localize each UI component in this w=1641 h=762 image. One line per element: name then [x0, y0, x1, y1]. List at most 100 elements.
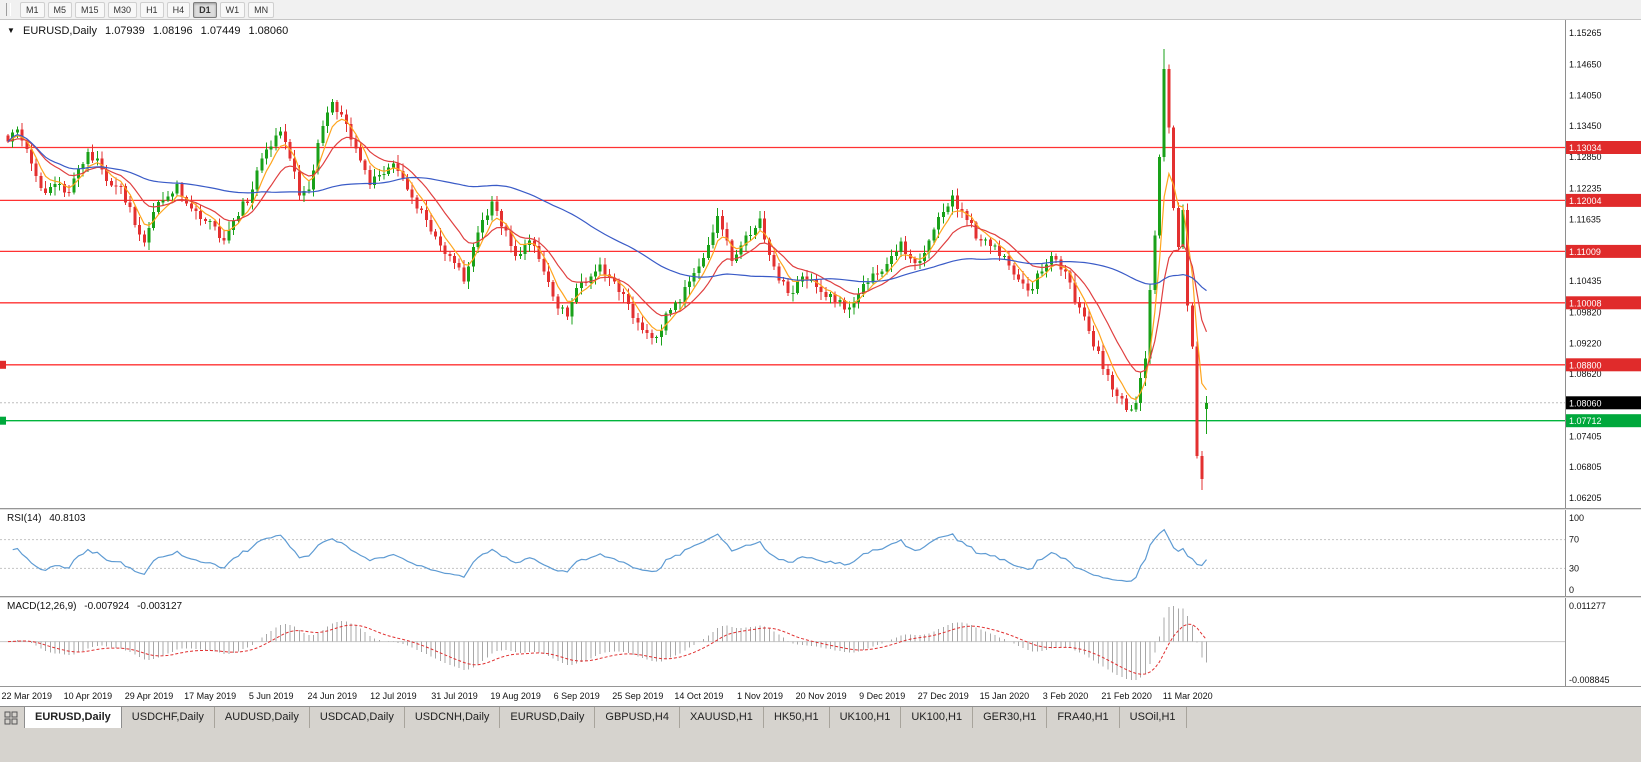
rsi-chart[interactable]: 100 70 30 0 [0, 510, 1641, 596]
date-label: 29 Apr 2019 [124, 691, 174, 701]
date-label: 14 Oct 2019 [674, 691, 724, 701]
chart-tab-fra40-h1-12[interactable]: FRA40,H1 [1047, 707, 1120, 728]
candlestick-chart[interactable]: 1.15265 1.14650 1.14050 1.13450 1.12850 1.122… [0, 20, 1641, 508]
macd-panel[interactable]: MACD(12,26,9) -0.007924 -0.003127 0.0112… [0, 598, 1641, 686]
timeframe-button-MN[interactable]: MN [248, 1, 275, 18]
price-tick: 1.09220 [1569, 338, 1602, 348]
timeframe-button-W1[interactable]: W1 [219, 1, 246, 18]
date-label: 11 Mar 2020 [1162, 691, 1213, 701]
rsi-line [12, 528, 1207, 583]
rsi-header: RSI(14) 40.8103 [7, 513, 90, 524]
price-tick: 1.15265 [1569, 28, 1602, 38]
price-badge[interactable]: 1.08060 [1566, 396, 1641, 410]
price-badge[interactable]: 1.10008 [1566, 296, 1641, 310]
chart-symbol-label: EURUSD,Daily [22, 25, 97, 37]
chart-tab-usdchf-daily-1[interactable]: USDCHF,Daily [121, 707, 215, 728]
price-tick: 1.08620 [1569, 369, 1602, 379]
date-label: 24 Jun 2019 [307, 691, 358, 701]
date-label: 3 Feb 2020 [1042, 691, 1089, 701]
timeframe-buttons: M1 M5 M15 M30 H1 H4 D1 W1 MN [20, 1, 275, 18]
rsi-value: 40.8103 [49, 513, 86, 524]
level-left-marker[interactable] [0, 416, 6, 425]
price-badge[interactable]: 1.12004 [1566, 193, 1641, 207]
timeframe-button-M1[interactable]: M1 [20, 1, 45, 18]
price-tick: 1.14050 [1569, 90, 1602, 100]
timeframe-button-H1[interactable]: H1 [140, 1, 164, 18]
price-tick: 1.13450 [1569, 121, 1602, 131]
chart-tab-eurusd-daily[interactable]: EURUSD,Daily [24, 707, 122, 728]
macd-chart[interactable]: 0.011277 -0.008845 [0, 598, 1641, 686]
timeframe-button-M5[interactable]: M5 [47, 1, 73, 18]
price-tick: 1.12850 [1569, 152, 1602, 162]
price-tick: 1.06205 [1569, 493, 1602, 503]
price-badge[interactable]: 1.11009 [1566, 244, 1641, 258]
date-label: 1 Nov 2019 [736, 691, 784, 701]
price-badge[interactable]: 1.08800 [1566, 358, 1641, 372]
timeframe-button-M15[interactable]: M15 [75, 1, 105, 18]
chart-tab-usoil-h1-13[interactable]: USOil,H1 [1119, 707, 1187, 728]
macd-tick: -0.008845 [1569, 675, 1610, 685]
date-label: 25 Sep 2019 [612, 691, 664, 701]
svg-text:1.08800: 1.08800 [1569, 360, 1602, 370]
time-axis[interactable]: 22 Mar 2019 10 Apr 2019 29 Apr 2019 17 May … [0, 686, 1641, 706]
price-tick: 1.09820 [1569, 308, 1602, 318]
candlesticks [6, 49, 1208, 490]
chart-tab-uk100-h1-9[interactable]: UK100,H1 [829, 707, 902, 728]
timeframe-button-H4[interactable]: H4 [166, 1, 191, 18]
ohlc-low: 1.07449 [200, 25, 241, 37]
macd-main-value: -0.007924 [84, 601, 130, 612]
macd-signal-line [7, 623, 1207, 675]
rsi-panel[interactable]: RSI(14) 40.8103 100 70 30 0 [0, 510, 1641, 596]
rsi-tick: 70 [1569, 535, 1579, 545]
chart-tab-usdcad-daily-3[interactable]: USDCAD,Daily [309, 707, 405, 728]
date-label: 5 Jun 2019 [248, 691, 294, 701]
macd-tick: 0.011277 [1569, 601, 1606, 611]
rsi-tick: 100 [1569, 513, 1584, 523]
chart-tabs: EURUSD,Daily USDCHF,Daily AUDUSD,Daily USDC… [24, 707, 1187, 728]
chart-tab-bar: EURUSD,Daily USDCHF,Daily AUDUSD,Daily USDC… [0, 706, 1641, 762]
date-label: 15 Jan 2020 [979, 691, 1030, 701]
rsi-tick: 30 [1569, 563, 1579, 573]
price-tick: 1.10435 [1569, 276, 1602, 286]
price-tick: 1.07405 [1569, 431, 1602, 441]
macd-histogram [12, 606, 1207, 680]
tab-list-icon[interactable] [4, 711, 19, 725]
date-label: 12 Jul 2019 [370, 691, 417, 701]
date-label: 19 Aug 2019 [490, 691, 541, 701]
chart-tab-usdcnh-daily-4[interactable]: USDCNH,Daily [404, 707, 501, 728]
price-badge[interactable]: 1.13034 [1566, 141, 1641, 154]
price-tick: 1.06805 [1569, 462, 1602, 472]
chart-tab-xauusd-h1-7[interactable]: XAUUSD,H1 [679, 707, 764, 728]
chart-header: ▼ EURUSD,Daily 1.07939 1.08196 1.07449 1… [7, 25, 293, 37]
ohlc-open: 1.07939 [105, 25, 145, 37]
chart-tab-eurusd-daily-5[interactable]: EURUSD,Daily [500, 707, 596, 728]
chart-tab-audusd-daily-2[interactable]: AUDUSD,Daily [214, 707, 310, 728]
date-label: 20 Nov 2019 [795, 691, 847, 701]
rsi-label: RSI(14) [7, 513, 42, 524]
panel-divider[interactable] [0, 508, 1641, 510]
svg-text:1.10008: 1.10008 [1569, 298, 1602, 308]
toolbar-grip[interactable] [6, 3, 11, 16]
price-tick: 1.14650 [1569, 60, 1602, 70]
chart-tab-gbpusd-h4-6[interactable]: GBPUSD,H4 [595, 707, 680, 728]
price-tick: 1.12235 [1569, 184, 1602, 194]
chart-tab-hk50-h1-8[interactable]: HK50,H1 [763, 707, 830, 728]
macd-label: MACD(12,26,9) [7, 601, 77, 612]
main-chart-panel[interactable]: ▼ EURUSD,Daily 1.07939 1.08196 1.07449 1… [0, 20, 1641, 508]
price-badge[interactable]: 1.07712 [1566, 414, 1641, 428]
timeframe-button-M30[interactable]: M30 [107, 1, 138, 18]
level-left-marker[interactable] [0, 360, 6, 369]
rsi-tick: 0 [1569, 585, 1574, 595]
panel-divider[interactable] [0, 596, 1641, 598]
date-label: 6 Sep 2019 [553, 691, 600, 701]
svg-text:1.13034: 1.13034 [1569, 143, 1602, 153]
chart-tab-uk100-h1-10[interactable]: UK100,H1 [901, 707, 974, 728]
timeframe-button-D1[interactable]: D1 [193, 1, 217, 18]
ma-line-ema5 [7, 118, 1207, 401]
ohlc-close: 1.08060 [248, 25, 289, 37]
svg-text:1.11009: 1.11009 [1569, 247, 1601, 257]
date-label: 21 Feb 2020 [1101, 691, 1152, 701]
chart-tab-ger30-h1-11[interactable]: GER30,H1 [973, 707, 1048, 728]
symbol-menu-icon[interactable]: ▼ [7, 26, 15, 35]
date-label: 27 Dec 2019 [917, 691, 969, 701]
